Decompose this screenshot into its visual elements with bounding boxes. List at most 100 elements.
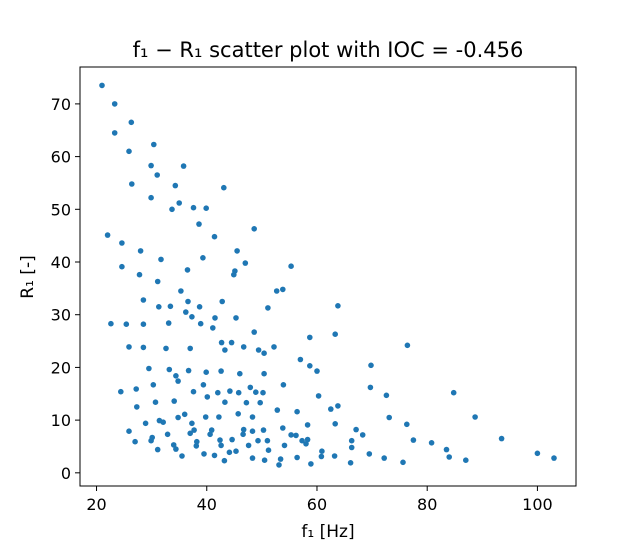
data-point: [271, 344, 277, 350]
data-point: [443, 446, 450, 453]
data-point: [154, 446, 161, 453]
data-point: [196, 221, 202, 227]
data-point: [233, 315, 239, 321]
data-point: [332, 421, 339, 427]
data-point: [178, 288, 184, 294]
data-point: [315, 393, 322, 399]
data-point: [242, 260, 249, 266]
data-point: [119, 263, 125, 270]
data-point: [331, 453, 338, 459]
data-point: [347, 460, 354, 466]
data-point: [111, 101, 118, 107]
data-point: [240, 431, 246, 438]
data-point: [175, 414, 181, 421]
data-point: [498, 435, 505, 442]
data-point: [367, 384, 374, 391]
data-point: [277, 456, 284, 462]
data-point: [169, 206, 175, 213]
data-point: [332, 331, 339, 338]
data-point: [187, 430, 193, 437]
data-point: [249, 428, 256, 435]
data-point: [319, 448, 325, 455]
data-point: [235, 389, 242, 396]
data-point: [303, 441, 309, 447]
data-point: [318, 453, 325, 460]
data-point: [251, 329, 257, 335]
data-point: [348, 444, 355, 451]
data-point: [235, 411, 241, 417]
data-point: [216, 414, 222, 420]
data-point: [260, 389, 266, 396]
data-point: [208, 427, 215, 433]
data-point: [368, 362, 374, 369]
data-point: [245, 442, 252, 449]
data-point: [446, 454, 453, 460]
x-tick-label: 100: [522, 495, 553, 514]
y-axis-label: R₁ [-]: [18, 255, 38, 298]
data-point: [217, 437, 223, 443]
data-point: [280, 382, 287, 388]
y-tick-label: 50: [51, 200, 71, 219]
data-point: [189, 420, 195, 427]
data-point: [219, 298, 225, 305]
data-point: [226, 449, 233, 456]
y-tick-label: 70: [51, 95, 71, 114]
data-point: [185, 367, 192, 374]
data-point: [261, 350, 267, 357]
data-point: [184, 267, 191, 273]
data-point: [255, 347, 262, 353]
data-point: [293, 432, 299, 439]
data-point: [172, 182, 179, 189]
data-point: [410, 437, 417, 443]
data-point: [140, 321, 147, 328]
y-tick-label: 30: [51, 306, 71, 325]
data-point: [193, 443, 200, 449]
data-point: [218, 442, 224, 449]
data-point: [202, 414, 209, 420]
data-point: [140, 344, 147, 351]
data-point: [160, 419, 166, 426]
data-point: [260, 427, 267, 433]
data-point: [163, 345, 169, 352]
data-point: [218, 339, 225, 346]
data-point: [251, 226, 257, 232]
data-point: [450, 389, 457, 396]
data-point: [551, 455, 557, 461]
data-point: [156, 304, 162, 310]
data-point: [265, 305, 271, 311]
y-tick-label: 60: [51, 148, 71, 167]
data-point: [428, 440, 435, 446]
data-point: [148, 437, 154, 444]
data-point: [261, 457, 268, 464]
data-point: [181, 411, 188, 418]
data-point: [335, 303, 341, 309]
data-point: [148, 162, 154, 169]
data-point: [249, 455, 256, 461]
data-point: [136, 271, 143, 278]
data-point: [218, 368, 224, 374]
data-point: [264, 437, 271, 444]
data-point: [400, 459, 406, 466]
data-point: [255, 437, 261, 444]
data-point: [211, 233, 218, 240]
data-point: [148, 194, 154, 201]
data-point: [207, 431, 213, 438]
data-point: [171, 398, 177, 404]
data-point: [463, 457, 469, 464]
data-point: [200, 382, 207, 388]
x-axis-label: f₁ [Hz]: [301, 522, 354, 542]
data-point: [274, 407, 281, 413]
data-point: [335, 403, 341, 409]
data-point: [180, 163, 187, 169]
data-point: [134, 404, 140, 410]
data-point: [194, 438, 200, 445]
data-point: [187, 345, 193, 352]
data-point: [240, 344, 247, 350]
data-point: [189, 314, 195, 320]
data-point: [190, 204, 197, 211]
data-point: [280, 286, 286, 293]
data-point: [304, 422, 311, 428]
x-tick-label: 20: [86, 495, 106, 514]
data-point: [234, 248, 240, 254]
